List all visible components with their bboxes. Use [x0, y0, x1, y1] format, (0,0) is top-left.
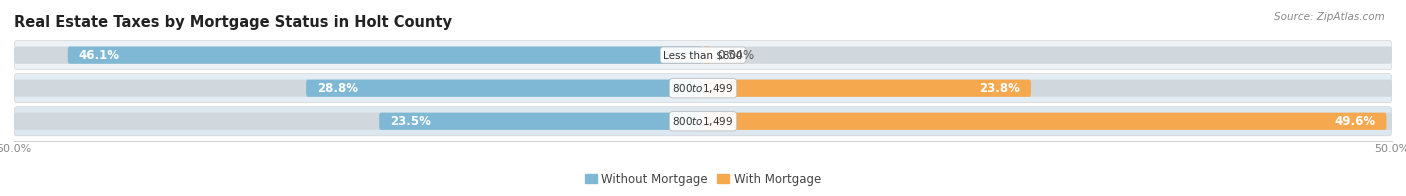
- Text: 23.8%: 23.8%: [979, 82, 1019, 95]
- FancyBboxPatch shape: [380, 113, 703, 130]
- FancyBboxPatch shape: [14, 80, 703, 97]
- FancyBboxPatch shape: [14, 46, 703, 64]
- Text: Real Estate Taxes by Mortgage Status in Holt County: Real Estate Taxes by Mortgage Status in …: [14, 15, 453, 30]
- Text: $800 to $1,499: $800 to $1,499: [672, 115, 734, 128]
- FancyBboxPatch shape: [703, 113, 1386, 130]
- FancyBboxPatch shape: [307, 80, 703, 97]
- FancyBboxPatch shape: [14, 74, 1392, 103]
- Text: 46.1%: 46.1%: [79, 49, 120, 62]
- Text: Less than $800: Less than $800: [664, 50, 742, 60]
- FancyBboxPatch shape: [14, 41, 1392, 70]
- Text: Source: ZipAtlas.com: Source: ZipAtlas.com: [1274, 12, 1385, 22]
- FancyBboxPatch shape: [703, 80, 1031, 97]
- Text: $800 to $1,499: $800 to $1,499: [672, 82, 734, 95]
- Text: 0.54%: 0.54%: [717, 49, 755, 62]
- Legend: Without Mortgage, With Mortgage: Without Mortgage, With Mortgage: [581, 168, 825, 190]
- FancyBboxPatch shape: [67, 46, 703, 64]
- FancyBboxPatch shape: [14, 113, 703, 130]
- Text: 28.8%: 28.8%: [318, 82, 359, 95]
- Text: 23.5%: 23.5%: [391, 115, 432, 128]
- FancyBboxPatch shape: [703, 46, 710, 64]
- FancyBboxPatch shape: [14, 107, 1392, 136]
- FancyBboxPatch shape: [703, 113, 1392, 130]
- FancyBboxPatch shape: [703, 46, 1392, 64]
- FancyBboxPatch shape: [703, 80, 1392, 97]
- Text: 49.6%: 49.6%: [1334, 115, 1375, 128]
